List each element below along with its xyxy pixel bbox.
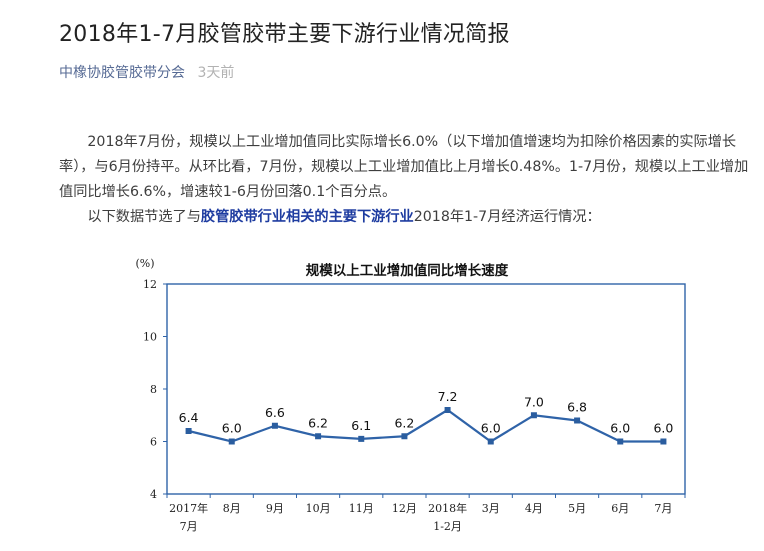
paragraph-2: 以下数据节选了与胶管胶带行业相关的主要下游行业2018年1-7月经济运行情况： bbox=[59, 205, 749, 230]
publish-time: 3天前 bbox=[197, 65, 235, 81]
x-tick-label: 2018年 bbox=[428, 501, 467, 515]
data-point-marker bbox=[574, 417, 581, 424]
x-tick-label: 8月 bbox=[223, 502, 241, 515]
data-value-label: 6.2 bbox=[394, 415, 414, 430]
x-tick-label: 11月 bbox=[349, 502, 374, 515]
data-value-label: 6.0 bbox=[481, 421, 501, 436]
data-value-label: 6.4 bbox=[179, 410, 199, 425]
article-title: 2018年1-7月胶管胶带主要下游行业情况简报 bbox=[59, 22, 510, 47]
y-tick-label: 10 bbox=[143, 331, 157, 344]
y-tick-label: 6 bbox=[150, 436, 157, 449]
paragraph-2-tail: 2018年1-7月经济运行情况： bbox=[413, 209, 601, 225]
data-point-marker bbox=[617, 438, 624, 445]
plot-frame bbox=[166, 283, 686, 495]
chart-axes: 4 6 8 10 12 2017年 7月 8月 9月 10月 11月 12月 2018年 1-2月 3月 4月… bbox=[143, 278, 686, 533]
growth-rate-chart: 规模以上工业增加值同比增长速度 (%) 4 6 8 10 12 2017年 7月 8月 9月 10… bbox=[125, 255, 705, 547]
data-point-marker bbox=[228, 438, 235, 445]
chart-series: 6.4 6.0 6.6 6.2 6.1 6.2 7.2 6.0 7.0 6.8 6.0 6.0 bbox=[179, 389, 673, 445]
x-tick-label: 5月 bbox=[568, 502, 586, 515]
data-point-marker bbox=[358, 435, 365, 442]
data-point-marker bbox=[530, 412, 537, 419]
data-point-marker bbox=[487, 438, 494, 445]
y-tick-label: 4 bbox=[150, 488, 157, 501]
data-point-marker bbox=[315, 433, 322, 440]
chart-title: 规模以上工业增加值同比增长速度 bbox=[306, 262, 509, 279]
data-point-marker bbox=[401, 433, 408, 440]
data-value-label: 6.8 bbox=[567, 400, 587, 415]
x-tick-label: 7月 bbox=[654, 502, 672, 515]
data-point-marker bbox=[660, 438, 667, 445]
x-tick-label: 7月 bbox=[180, 520, 198, 533]
paragraph-2-intro: 以下数据节选了与 bbox=[87, 209, 201, 225]
data-value-label: 6.0 bbox=[653, 421, 673, 436]
data-value-label: 7.2 bbox=[438, 389, 458, 404]
y-tick-label: 8 bbox=[150, 383, 157, 396]
paragraph-2-highlight: 胶管胶带行业相关的主要下游行业 bbox=[200, 209, 414, 225]
data-value-label: 6.0 bbox=[610, 421, 630, 436]
x-tick-label: 3月 bbox=[482, 502, 500, 515]
chart-svg: 规模以上工业增加值同比增长速度 (%) 4 6 8 10 12 2017年 7月 8月 9月 10… bbox=[135, 257, 686, 533]
paragraph-1: 2018年7月份，规模以上工业增加值同比实际增长6.0%（以下增加值增速均为扣除… bbox=[59, 134, 749, 200]
data-value-label: 6.2 bbox=[308, 415, 328, 430]
data-value-label: 6.6 bbox=[265, 405, 285, 420]
data-value-label: 6.0 bbox=[222, 421, 242, 436]
data-point-marker bbox=[444, 407, 451, 413]
x-tick-label: 10月 bbox=[306, 502, 331, 515]
article-meta: 中橡协胶管胶带分会 3天前 bbox=[59, 62, 234, 82]
data-point-marker bbox=[271, 422, 278, 429]
account-name-link[interactable]: 中橡协胶管胶带分会 bbox=[59, 65, 185, 81]
data-value-label: 7.0 bbox=[524, 394, 544, 409]
y-tick-label: 12 bbox=[143, 278, 157, 291]
y-axis-unit-label: (%) bbox=[135, 257, 154, 270]
x-tick-label: 12月 bbox=[392, 502, 417, 515]
x-tick-label: 2017年 bbox=[169, 501, 208, 515]
x-tick-label: 1-2月 bbox=[433, 520, 462, 533]
x-tick-label: 9月 bbox=[266, 502, 284, 515]
data-value-label: 6.1 bbox=[351, 418, 371, 433]
series-line bbox=[188, 408, 664, 443]
x-tick-label: 4月 bbox=[525, 502, 543, 515]
x-tick-label: 6月 bbox=[611, 502, 629, 515]
data-point-marker bbox=[185, 428, 192, 434]
